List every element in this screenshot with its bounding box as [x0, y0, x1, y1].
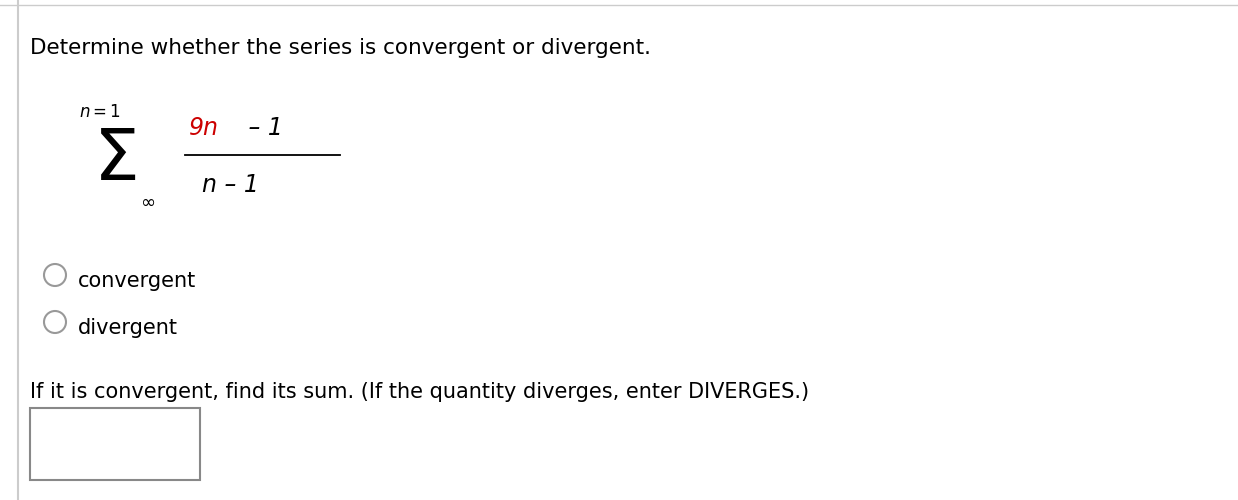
Text: – 1: – 1 — [241, 116, 282, 140]
FancyBboxPatch shape — [30, 408, 201, 480]
Text: divergent: divergent — [78, 318, 178, 338]
Text: Determine whether the series is convergent or divergent.: Determine whether the series is converge… — [30, 38, 651, 58]
Text: $\infty$: $\infty$ — [140, 193, 156, 211]
Text: If it is convergent, find its sum. (If the quantity diverges, enter DIVERGES.): If it is convergent, find its sum. (If t… — [30, 382, 810, 402]
Text: 9n: 9n — [189, 116, 219, 140]
Text: $\Sigma$: $\Sigma$ — [93, 126, 136, 194]
Text: n – 1: n – 1 — [202, 173, 259, 197]
Text: $n = 1$: $n = 1$ — [79, 103, 121, 121]
Text: convergent: convergent — [78, 271, 197, 291]
